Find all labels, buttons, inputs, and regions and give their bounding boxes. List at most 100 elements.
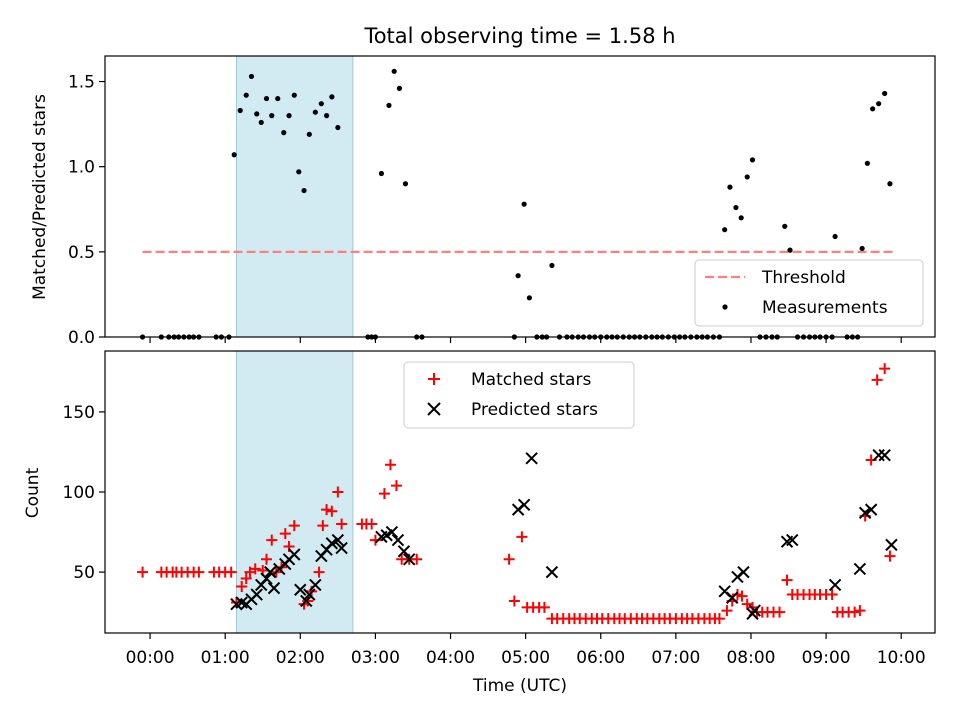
matched-star-point	[236, 581, 248, 593]
measurement-point	[296, 169, 302, 175]
top-y-label: Matched/Predicted stars	[30, 94, 50, 300]
top-y-axis: 0.0 0.5 1.0 1.5	[68, 73, 105, 348]
measurement-point	[787, 247, 793, 253]
bottom-x-tick-label: 10:00	[877, 648, 926, 668]
measurement-point	[515, 273, 521, 279]
top-x-axis	[149, 337, 902, 343]
measurement-point	[269, 113, 275, 119]
measurement-point	[286, 113, 292, 119]
bottom-legend-box	[403, 361, 635, 429]
matched-star-point	[774, 606, 786, 618]
bottom-x-tick-label: 07:00	[651, 648, 700, 668]
legend-threshold-label: Threshold	[761, 268, 846, 288]
predicted-star-point	[786, 533, 799, 547]
legend-predicted-label: Predicted stars	[471, 400, 598, 420]
bottom-y-tick-label: 100	[63, 483, 95, 503]
measurement-point	[301, 187, 307, 194]
matched-star-point	[137, 566, 149, 578]
figure-title: Total observing time = 1.58 h	[363, 24, 675, 48]
measurement-point	[378, 170, 385, 177]
measurement-point	[526, 295, 532, 301]
predicted-star-point	[325, 537, 339, 550]
predicted-star-point	[309, 578, 322, 592]
matched-star-point	[826, 589, 838, 601]
top-legend: Threshold Measurements	[694, 259, 924, 327]
predicted-star-point	[737, 565, 750, 579]
bottom-legend: Matched stars Predicted stars	[403, 361, 635, 429]
legend-matched-label: Matched stars	[471, 370, 591, 390]
top-y-tick-label: 0.0	[68, 328, 95, 348]
measurement-point	[887, 181, 893, 187]
measurement-point	[782, 223, 788, 229]
predicted-star-point	[864, 503, 878, 516]
predicted-star-point	[403, 553, 416, 566]
bottom-x-axis: 00:00 01:00 02:00 03:00 04:00 05:00 06:00 07:00…	[126, 633, 926, 668]
measurement-point	[832, 233, 838, 240]
top-axes-frame	[104, 55, 936, 338]
measurement-point	[864, 160, 870, 166]
bottom-panel: 50 100 150 00:00 01:00 02:00 03:00 04:00 05:00 0…	[23, 350, 936, 696]
matched-star-point	[260, 553, 272, 565]
measurement-point	[323, 113, 330, 119]
predicted-star-point	[331, 533, 345, 547]
predicted-star-point	[545, 565, 559, 579]
bottom-y-tick-label: 150	[63, 403, 95, 423]
measurement-point	[396, 85, 403, 91]
predicted-star-point	[858, 506, 872, 520]
matched-star-point	[336, 518, 348, 530]
predicted-star-point	[878, 448, 891, 462]
predicted-star-point	[748, 604, 761, 617]
predicted-star-point	[335, 541, 348, 555]
measurement-point	[248, 73, 255, 80]
top-y-tick-label: 1.5	[68, 73, 95, 93]
matched-star-point	[884, 550, 896, 562]
measurement-point	[329, 94, 335, 100]
measurement-point	[876, 101, 882, 107]
measurement-point	[254, 111, 260, 117]
measurement-point	[237, 107, 243, 114]
measurement-point	[258, 119, 264, 126]
measurement-point	[306, 131, 312, 137]
bottom-x-tick-label: 05:00	[501, 648, 550, 668]
bottom-x-tick-label: 09:00	[802, 648, 851, 668]
top-panel: 0.0 0.5 1.0 1.5 Matched/Predicted stars Thr…	[30, 55, 936, 348]
measurement-point	[870, 106, 876, 112]
matched-star-point	[384, 459, 396, 471]
top-shaded-region	[235, 55, 354, 338]
matched-star-point	[230, 597, 242, 609]
measurement-point	[727, 184, 733, 190]
bottom-y-axis: 50 100 150	[63, 403, 105, 583]
matched-star-point	[326, 505, 338, 517]
predicted-star-point	[294, 583, 307, 596]
matched-star-point	[240, 573, 252, 585]
legend-measurements-swatch	[722, 304, 728, 310]
measurement-point	[859, 245, 865, 252]
predicted-star-point	[260, 572, 273, 585]
matched-star-point	[266, 534, 278, 546]
matched-star-point	[516, 531, 528, 543]
matched-stars-series	[137, 363, 896, 625]
predicted-star-point	[885, 538, 898, 552]
matched-star-point	[193, 566, 205, 578]
top-legend-box	[694, 259, 924, 327]
measurement-point	[521, 201, 527, 207]
measurement-point	[402, 181, 409, 187]
predicted-stars-series	[230, 448, 898, 620]
matched-star-point	[332, 486, 344, 498]
matched-star-point	[854, 605, 866, 617]
bottom-y-tick-label: 50	[73, 563, 95, 583]
matched-star-point	[249, 563, 261, 575]
predicted-star-point	[517, 498, 531, 512]
measurement-point	[335, 124, 341, 131]
predicted-star-point	[267, 581, 281, 595]
matched-star-point	[225, 566, 237, 578]
predicted-star-point	[391, 533, 405, 547]
matched-star-point	[781, 574, 793, 586]
predicted-star-point	[288, 548, 301, 561]
measurement-point	[386, 102, 392, 108]
matched-star-point	[879, 363, 891, 375]
bottom-x-label: Time (UTC)	[472, 676, 567, 696]
matched-star-point	[317, 520, 329, 532]
measurement-point	[291, 92, 297, 98]
